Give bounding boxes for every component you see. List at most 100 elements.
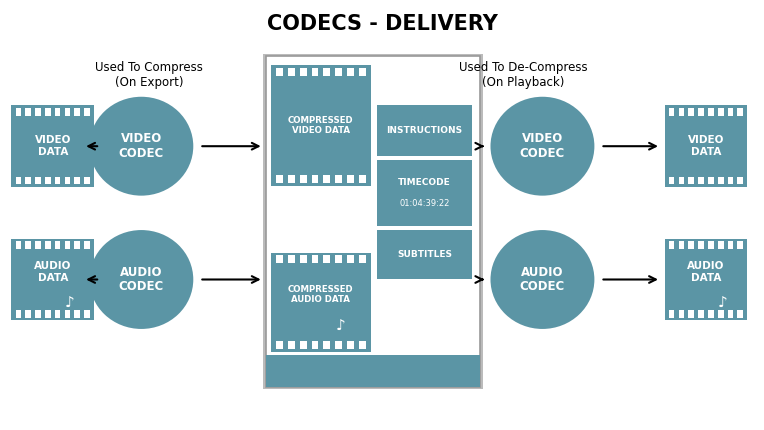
FancyBboxPatch shape [11, 105, 94, 187]
FancyBboxPatch shape [45, 241, 50, 249]
FancyBboxPatch shape [288, 341, 295, 349]
FancyBboxPatch shape [718, 310, 724, 318]
FancyBboxPatch shape [15, 108, 21, 116]
FancyBboxPatch shape [727, 108, 733, 116]
FancyBboxPatch shape [688, 310, 694, 318]
Text: COMPRESSED
AUDIO DATA: COMPRESSED AUDIO DATA [288, 285, 354, 304]
FancyBboxPatch shape [35, 310, 41, 318]
FancyBboxPatch shape [312, 255, 319, 263]
FancyBboxPatch shape [698, 108, 704, 116]
FancyBboxPatch shape [263, 54, 483, 389]
FancyBboxPatch shape [276, 68, 283, 76]
FancyBboxPatch shape [15, 310, 21, 318]
FancyBboxPatch shape [299, 341, 306, 349]
FancyBboxPatch shape [708, 310, 714, 318]
FancyBboxPatch shape [727, 177, 733, 184]
FancyBboxPatch shape [11, 239, 94, 320]
FancyBboxPatch shape [359, 255, 366, 263]
FancyBboxPatch shape [299, 255, 306, 263]
Text: AUDIO
CODEC: AUDIO CODEC [520, 265, 565, 294]
Text: SUBTITLES: SUBTITLES [397, 250, 452, 259]
FancyBboxPatch shape [718, 108, 724, 116]
Text: TIMECODE: TIMECODE [398, 178, 451, 187]
FancyBboxPatch shape [271, 253, 371, 352]
FancyBboxPatch shape [323, 68, 330, 76]
FancyBboxPatch shape [688, 177, 694, 184]
FancyBboxPatch shape [688, 241, 694, 249]
Text: ♪: ♪ [717, 296, 727, 310]
FancyBboxPatch shape [323, 255, 330, 263]
FancyBboxPatch shape [727, 310, 733, 318]
FancyBboxPatch shape [64, 241, 70, 249]
FancyBboxPatch shape [678, 241, 685, 249]
Ellipse shape [490, 230, 594, 329]
FancyBboxPatch shape [335, 68, 342, 76]
FancyBboxPatch shape [45, 108, 50, 116]
FancyBboxPatch shape [35, 177, 41, 184]
Text: AUDIO
DATA: AUDIO DATA [34, 261, 71, 283]
FancyBboxPatch shape [359, 341, 366, 349]
FancyBboxPatch shape [668, 310, 675, 318]
FancyBboxPatch shape [299, 68, 306, 76]
Text: VIDEO
DATA: VIDEO DATA [34, 135, 71, 157]
FancyBboxPatch shape [312, 68, 319, 76]
FancyBboxPatch shape [668, 108, 675, 116]
FancyBboxPatch shape [708, 108, 714, 116]
FancyBboxPatch shape [708, 241, 714, 249]
FancyBboxPatch shape [25, 310, 31, 318]
FancyBboxPatch shape [64, 310, 70, 318]
FancyBboxPatch shape [74, 108, 80, 116]
FancyBboxPatch shape [665, 105, 747, 187]
FancyBboxPatch shape [678, 108, 685, 116]
FancyBboxPatch shape [737, 108, 743, 116]
FancyBboxPatch shape [377, 160, 472, 226]
Text: Used To De-Compress
(On Playback): Used To De-Compress (On Playback) [459, 61, 588, 89]
FancyBboxPatch shape [25, 241, 31, 249]
FancyBboxPatch shape [678, 177, 685, 184]
FancyBboxPatch shape [45, 177, 50, 184]
FancyBboxPatch shape [55, 177, 60, 184]
FancyBboxPatch shape [718, 241, 724, 249]
FancyBboxPatch shape [698, 241, 704, 249]
FancyBboxPatch shape [55, 241, 60, 249]
FancyBboxPatch shape [74, 310, 80, 318]
FancyBboxPatch shape [74, 241, 80, 249]
FancyBboxPatch shape [737, 241, 743, 249]
FancyBboxPatch shape [266, 355, 480, 387]
FancyBboxPatch shape [74, 177, 80, 184]
FancyBboxPatch shape [276, 255, 283, 263]
FancyBboxPatch shape [45, 310, 50, 318]
FancyBboxPatch shape [276, 341, 283, 349]
Text: VIDEO
CODEC: VIDEO CODEC [520, 132, 565, 160]
FancyBboxPatch shape [335, 255, 342, 263]
FancyBboxPatch shape [15, 241, 21, 249]
Ellipse shape [89, 230, 193, 329]
FancyBboxPatch shape [377, 105, 472, 156]
FancyBboxPatch shape [347, 341, 354, 349]
FancyBboxPatch shape [335, 341, 342, 349]
FancyBboxPatch shape [377, 230, 472, 279]
FancyBboxPatch shape [347, 255, 354, 263]
Text: AUDIO
CODEC: AUDIO CODEC [118, 265, 164, 294]
FancyBboxPatch shape [288, 255, 295, 263]
FancyBboxPatch shape [323, 175, 330, 183]
FancyBboxPatch shape [698, 177, 704, 184]
FancyBboxPatch shape [708, 177, 714, 184]
FancyBboxPatch shape [25, 108, 31, 116]
FancyBboxPatch shape [84, 108, 90, 116]
FancyBboxPatch shape [737, 310, 743, 318]
FancyBboxPatch shape [347, 175, 354, 183]
Text: VIDEO
CODEC: VIDEO CODEC [118, 132, 164, 160]
FancyBboxPatch shape [288, 175, 295, 183]
FancyBboxPatch shape [276, 175, 283, 183]
FancyBboxPatch shape [288, 68, 295, 76]
Text: ♪: ♪ [64, 296, 74, 310]
Text: COMPRESSED
VIDEO DATA: COMPRESSED VIDEO DATA [288, 116, 354, 135]
FancyBboxPatch shape [55, 108, 60, 116]
FancyBboxPatch shape [665, 239, 747, 320]
FancyBboxPatch shape [698, 310, 704, 318]
Text: INSTRUCTIONS: INSTRUCTIONS [387, 126, 462, 135]
FancyBboxPatch shape [668, 241, 675, 249]
FancyBboxPatch shape [64, 108, 70, 116]
FancyBboxPatch shape [299, 175, 306, 183]
